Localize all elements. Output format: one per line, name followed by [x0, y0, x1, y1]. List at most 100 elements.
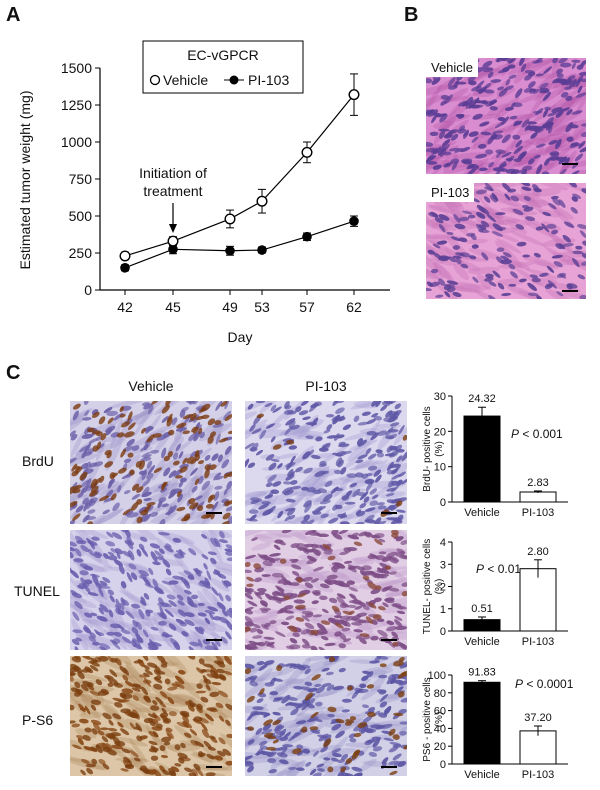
series-line-pi103: [124, 220, 355, 269]
p-value-label: P < 0.0001: [515, 677, 574, 691]
bar-value-label: 2.80: [527, 546, 548, 558]
bar-y-axis-label: PS6 - positive cells: [422, 677, 433, 761]
bar-y-axis-unit: (%): [434, 441, 445, 457]
bar-y-tick-label: 30: [434, 391, 446, 403]
bar-value-label: 0.51: [471, 603, 492, 615]
data-point-pi103: [168, 244, 178, 255]
legend-label-pi103: PI-103: [248, 72, 289, 88]
bar-y-tick-label: 40: [434, 723, 446, 735]
y-tick-label: 500: [69, 208, 93, 224]
bar-y-tick-label: 0: [440, 626, 446, 638]
bar-y-axis-unit: (%): [434, 712, 445, 728]
bar-pi103: [519, 491, 557, 503]
bar-pi103: [519, 568, 557, 632]
annotation-arrow: [169, 203, 177, 233]
legend-label-vehicle: Vehicle: [163, 72, 208, 88]
row-label-tunel: TUNEL: [14, 583, 60, 599]
line-chart-marks: [119, 73, 360, 273]
data-point-pi103: [302, 231, 312, 242]
bar-category-label: Vehicle: [464, 769, 499, 781]
y-tick-label: 750: [69, 171, 93, 187]
bar-y-tick-label: 0: [440, 497, 446, 509]
p-value-label: P < 0.001: [511, 427, 563, 441]
data-point-vehicle: [301, 146, 313, 158]
column-header-pi103: PI-103: [305, 378, 347, 394]
x-tick-label: 42: [117, 299, 133, 315]
legend-marker-vehicle: [149, 74, 161, 86]
y-tick-label: 1500: [61, 60, 92, 76]
bar-category-label: PI-103: [522, 507, 554, 519]
bar-value-label: 2.83: [527, 477, 548, 489]
scale-bar: [381, 639, 397, 641]
bar-y-tick-label: 10: [434, 462, 446, 474]
legend-marker-pi103: [229, 75, 239, 85]
x-tick-label: 62: [346, 299, 362, 315]
bar-vehicle: [463, 681, 501, 765]
brdu-image-pi103: [245, 401, 407, 524]
y-tick-label: 0: [84, 282, 92, 298]
bar-y-tick-label: 3: [440, 559, 446, 571]
bar-category-label: PI-103: [522, 636, 554, 648]
bar-y-tick-label: 1: [440, 604, 446, 616]
tunel-bar-chart: TUNEL- positive cells (%) 0 1 2 3 4 0.51 Vehicle…: [422, 537, 568, 648]
he-label-vehicle: Vehicle: [426, 58, 478, 77]
series-line-vehicle: [124, 94, 355, 257]
bar-value-label: 91.83: [468, 667, 496, 679]
ps6-image-pi103: [245, 656, 407, 776]
x-tick-label: 45: [165, 299, 181, 315]
bar-category-label: Vehicle: [464, 636, 499, 648]
column-header-vehicle: Vehicle: [128, 378, 174, 394]
line-chart-axes: 0 250 500 750 1000 1250 1500 42 45 49 53 57 62: [61, 60, 390, 315]
brdu-bar-chart: BrdU- positive cells (%) 0 10 20 30 24.32 Vehic…: [422, 391, 568, 519]
legend-title: EC-vGPCR: [187, 47, 259, 63]
data-point-pi103: [349, 216, 359, 226]
panel-c-letter: C: [6, 362, 21, 384]
scale-bar: [381, 766, 397, 768]
bar-category-label: Vehicle: [464, 507, 499, 519]
y-tick-label: 1000: [61, 134, 92, 150]
data-point-vehicle: [119, 250, 131, 262]
data-point-vehicle: [167, 235, 179, 247]
bar-y-axis-label: TUNEL- positive cells: [422, 539, 433, 635]
ps6-image-vehicle: [70, 656, 232, 776]
bar-y-tick-label: 60: [434, 706, 446, 718]
tumor-weight-chart: 0 250 500 750 1000 1250 1500 42 45 49 53 57 62 Estim…: [17, 40, 390, 345]
ps6-bar-chart: PS6 - positive cells (%) 0 20 40 60 80 100 91.83…: [422, 667, 574, 781]
bar-y-tick-label: 20: [434, 741, 446, 753]
x-axis-label: Day: [228, 329, 253, 345]
p-symbol: P: [476, 562, 484, 576]
data-point-pi103: [257, 245, 267, 255]
p-value: < 0.01: [484, 562, 521, 576]
annotation-line2: treatment: [143, 183, 202, 199]
x-tick-label: 49: [222, 299, 238, 315]
brdu-image-vehicle: [70, 401, 232, 524]
scale-bar: [562, 290, 578, 292]
bar-y-tick-label: 20: [434, 426, 446, 438]
bar-y-tick-label: 80: [434, 688, 446, 700]
scale-bar: [206, 766, 222, 768]
x-tick-label: 53: [254, 299, 270, 315]
panel-b-letter: B: [404, 4, 419, 26]
bar-y-axis-unit: (%): [434, 579, 445, 595]
data-point-pi103: [225, 245, 235, 256]
bar-category-label: PI-103: [522, 769, 554, 781]
x-tick-label: 57: [299, 299, 315, 315]
panel-a-letter: A: [6, 4, 21, 26]
bar-pi103: [519, 730, 557, 765]
data-point-pi103: [120, 263, 130, 273]
bar-value-label: 37.20: [524, 712, 552, 724]
bar-y-tick-label: 0: [440, 759, 446, 771]
data-point-vehicle: [348, 89, 360, 101]
y-axis-label: Estimated tumor weight (mg): [17, 91, 33, 270]
bar-value-label: 24.32: [468, 393, 496, 405]
bar-y-tick-label: 4: [440, 537, 446, 549]
p-value: < 0.001: [519, 427, 563, 441]
bar-y-tick-label: 100: [428, 670, 446, 682]
tunel-image-pi103: [245, 530, 407, 650]
scale-bar: [381, 512, 397, 514]
scale-bar: [562, 163, 578, 165]
y-tick-label: 250: [69, 245, 93, 261]
bar-y-axis-label: BrdU- positive cells: [422, 406, 433, 492]
data-point-vehicle: [256, 195, 268, 207]
scale-bar: [206, 639, 222, 641]
